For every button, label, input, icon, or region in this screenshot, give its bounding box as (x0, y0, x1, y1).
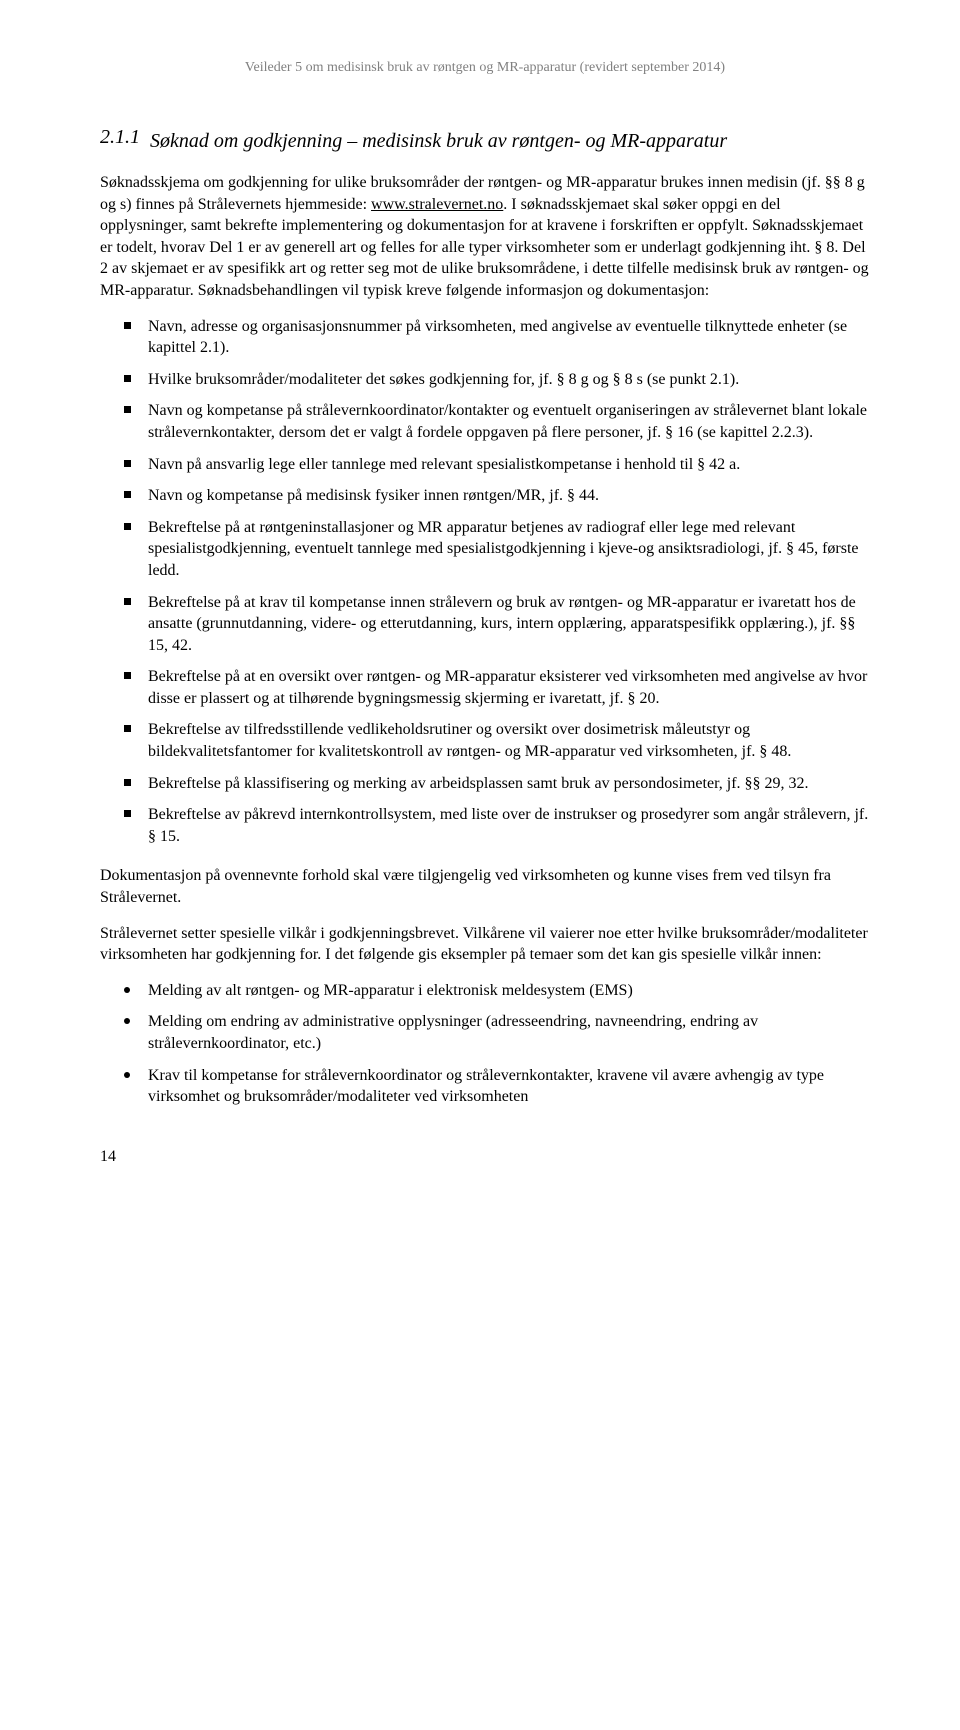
list-item: Bekreftelse på at røntgeninstallasjoner … (100, 517, 870, 582)
mid-paragraph: Dokumentasjon på ovennevnte forhold skal… (100, 865, 870, 908)
list-item: Bekreftelse på at en oversikt over røntg… (100, 666, 870, 709)
section-number: 2.1.1 (100, 126, 140, 148)
section-heading: 2.1.1 Søknad om godkjenning – medisinsk … (100, 126, 870, 156)
list-item: Bekreftelse av påkrevd internkontrollsys… (100, 804, 870, 847)
conditions-list: Melding av alt røntgen- og MR-apparatur … (100, 980, 870, 1108)
document-page: Veileder 5 om medisinsk bruk av røntgen … (0, 0, 960, 1226)
section-title: Søknad om godkjenning – medisinsk bruk a… (150, 130, 727, 152)
list-item: Navn og kompetanse på medisinsk fysiker … (100, 485, 870, 507)
list-item: Krav til kompetanse for strålevernkoordi… (100, 1065, 870, 1108)
requirements-list: Navn, adresse og organisasjonsnummer på … (100, 316, 870, 848)
intro-paragraph: Søknadsskjema om godkjenning for ulike b… (100, 172, 870, 302)
list-item: Melding av alt røntgen- og MR-apparatur … (100, 980, 870, 1002)
document-header: Veileder 5 om medisinsk bruk av røntgen … (100, 60, 870, 76)
list-item: Melding om endring av administrative opp… (100, 1011, 870, 1054)
list-item: Bekreftelse av tilfredsstillende vedlike… (100, 719, 870, 762)
list-item: Navn og kompetanse på strålevernkoordina… (100, 400, 870, 443)
mid-paragraph: Strålevernet setter spesielle vilkår i g… (100, 923, 870, 966)
list-item: Hvilke bruksområder/modaliteter det søke… (100, 369, 870, 391)
page-number: 14 (100, 1148, 870, 1166)
list-item: Navn på ansvarlig lege eller tannlege me… (100, 454, 870, 476)
website-link[interactable]: www.stralevernet.no (371, 196, 503, 213)
list-item: Bekreftelse på klassifisering og merking… (100, 773, 870, 795)
list-item: Bekreftelse på at krav til kompetanse in… (100, 592, 870, 657)
list-item: Navn, adresse og organisasjonsnummer på … (100, 316, 870, 359)
